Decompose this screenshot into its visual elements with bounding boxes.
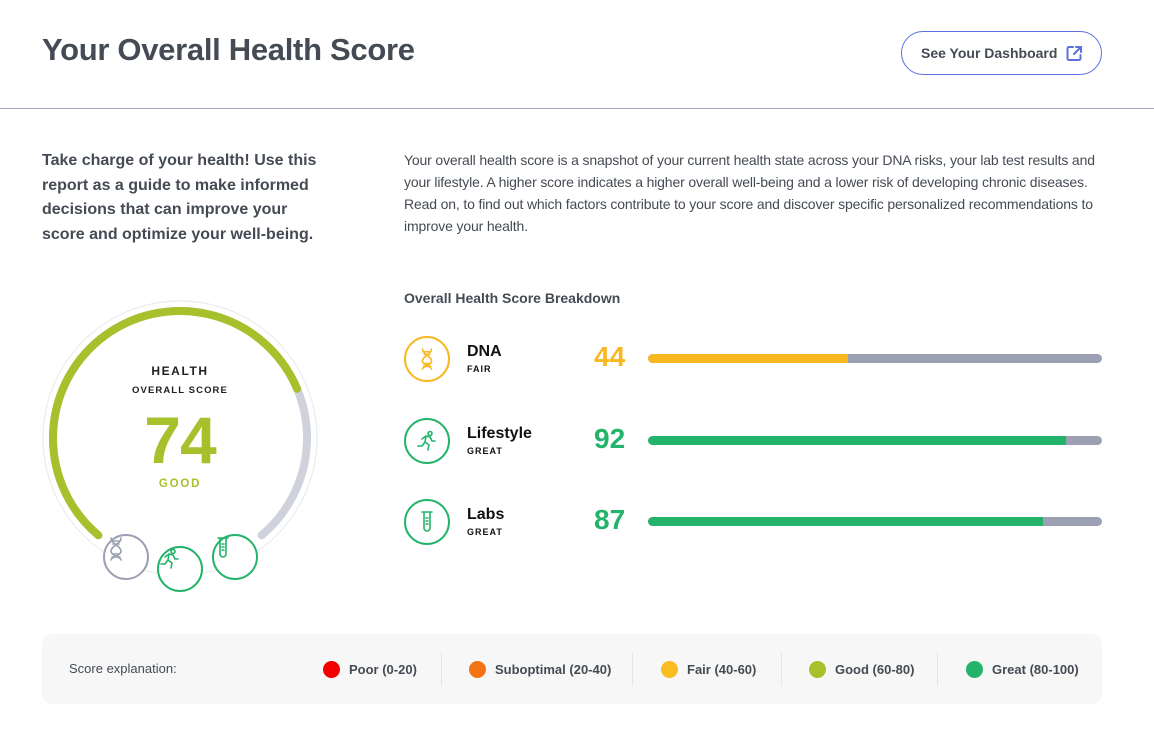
row-score: 87 [594,504,626,535]
breakdown-row-labs[interactable]: Labs GREAT 87 [404,499,1104,545]
legend-divider [441,652,442,686]
legend-dot-icon [469,660,486,678]
legend-label: Great (80-100) [992,661,1079,677]
row-name: Labs [467,506,505,523]
test-tube-icon [217,537,229,558]
dna-icon-badge [404,336,450,382]
gauge-fill [49,307,302,540]
legend-divider [781,652,782,686]
legend-title: Score explanation: [69,661,177,676]
row-status: GREAT [467,527,503,537]
gauge-sublabel: OVERALL SCORE [132,385,228,396]
legend-dot-icon [809,660,826,678]
dna-icon [417,347,437,371]
row-score: 44 [594,341,626,372]
legend-dot-icon [323,660,340,678]
score-bar-track [648,517,1102,526]
score-bar-fill [648,436,1066,445]
intro-lead: Take charge of your health! Use this rep… [42,152,317,243]
page-title: Your Overall Health Score [42,32,415,67]
intro-description: Your overall health score is a snapshot … [404,152,1095,234]
gauge-lifestyle-button[interactable] [157,546,203,592]
running-icon [416,430,438,452]
running-icon [160,548,179,569]
header: Your Overall Health Score See Your Dashb… [0,0,1154,109]
gauge-label: HEALTH [151,364,209,378]
score-bar-track [648,436,1102,445]
row-status: FAIR [467,364,492,374]
row-score: 92 [594,423,626,454]
score-bar-fill [648,517,1043,526]
score-legend: Score explanation: Poor (0-20) Suboptimal… [42,634,1102,704]
legend-item: Poor (0-20) [323,659,417,679]
legend-label: Good (60-80) [835,661,915,677]
legend-item: Suboptimal (20-40) [469,659,611,679]
legend-dot-icon [661,660,678,678]
gauge-status: GOOD [158,478,202,490]
legend-label: Fair (40-60) [687,661,757,677]
breakdown-row-lifestyle[interactable]: Lifestyle GREAT 92 [404,418,1104,464]
legend-item: Great (80-100) [966,659,1079,679]
gauge-labs-button[interactable] [212,534,258,580]
legend-label: Poor (0-20) [349,661,417,677]
legend-item: Good (60-80) [809,659,914,679]
gauge-dna-button[interactable] [103,534,149,580]
row-name: DNA [467,343,502,360]
see-dashboard-label: See Your Dashboard [921,45,1058,61]
test-tube-icon [418,510,436,534]
gauge-score: 74 [144,403,216,477]
legend-divider [937,652,938,686]
breakdown-title: Overall Health Score Breakdown [404,290,621,306]
score-bar-track [648,354,1102,363]
dna-icon [110,537,122,561]
legend-divider [632,652,633,686]
see-dashboard-button[interactable]: See Your Dashboard [901,31,1102,75]
score-bar-fill [648,354,848,363]
test-tube-icon-badge [404,499,450,545]
legend-dot-icon [966,660,983,678]
row-status: GREAT [467,446,503,456]
legend-item: Fair (40-60) [661,659,756,679]
breakdown-row-dna[interactable]: DNA FAIR 44 [404,336,1104,382]
legend-label: Suboptimal (20-40) [495,661,612,677]
overall-score-gauge: HEALTH OVERALL SCORE 74 GOOD [40,298,322,598]
running-icon-badge [404,418,450,464]
external-link-icon [1066,46,1082,61]
row-name: Lifestyle [467,425,532,442]
